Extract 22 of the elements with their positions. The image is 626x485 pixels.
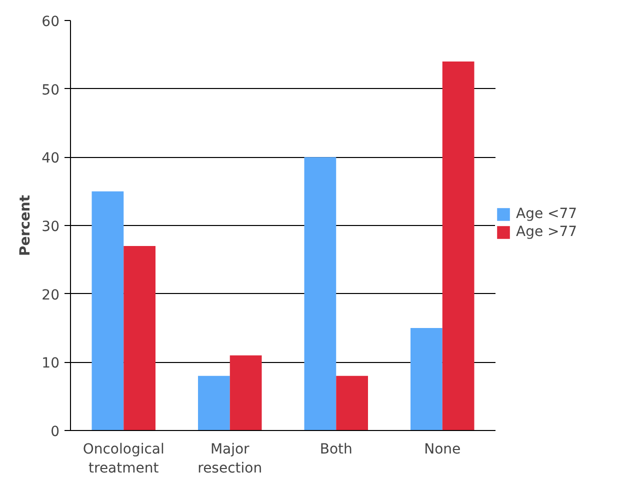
bar [304, 157, 336, 430]
bar [92, 191, 124, 430]
y-tick-label: 0 [50, 424, 60, 440]
y-tick-label: 10 [42, 356, 60, 372]
y-tick-label: 40 [42, 150, 60, 167]
bar [442, 62, 474, 430]
x-tick-label: None [424, 442, 461, 458]
x-tick-label: Major resection [198, 442, 262, 477]
y-tick-label: 60 [42, 14, 60, 30]
legend-label: Age >77 [516, 224, 578, 240]
x-tick-label: Both [320, 442, 352, 458]
bar [198, 376, 230, 430]
bar [410, 328, 442, 430]
y-tick-label: 30 [42, 219, 60, 235]
x-tick-label: Oncological treatment [82, 442, 164, 477]
y-axis-title: Percent [18, 194, 34, 256]
bar [124, 246, 156, 430]
bar [230, 355, 262, 430]
y-tick-label: 50 [42, 82, 60, 98]
bar [336, 376, 368, 430]
y-tick-label: 20 [42, 287, 60, 304]
legend-label: Age <77 [516, 206, 578, 222]
